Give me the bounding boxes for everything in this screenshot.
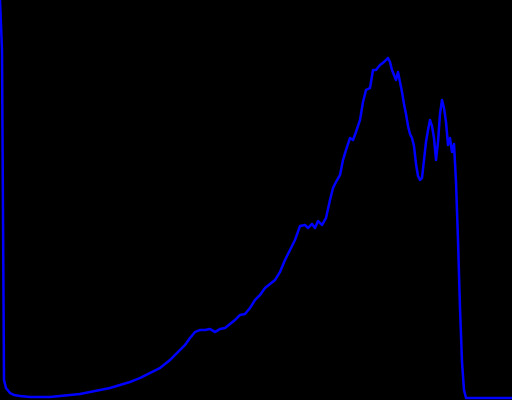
line-chart bbox=[0, 0, 512, 400]
series-layer bbox=[0, 0, 512, 400]
chart-container bbox=[0, 0, 512, 400]
chart-background bbox=[0, 0, 512, 400]
series-line-0 bbox=[0, 0, 512, 400]
